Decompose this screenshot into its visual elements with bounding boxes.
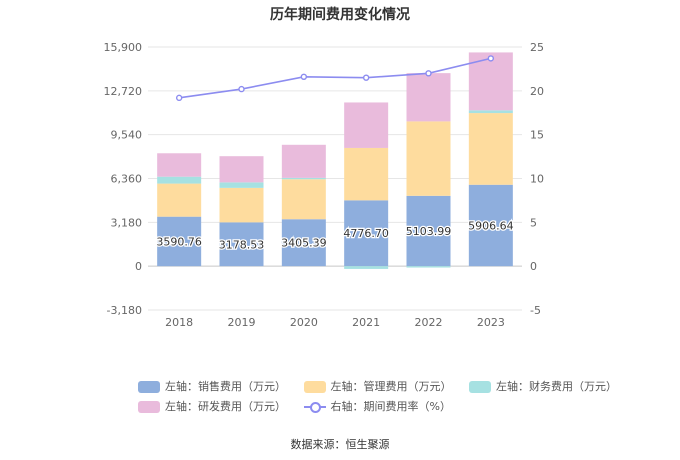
x-axis-tick-label: 2022	[415, 316, 443, 329]
x-axis-tick-label: 2018	[165, 316, 193, 329]
left-axis-tick-label: 0	[135, 260, 142, 273]
bar-segment-3-2018	[157, 153, 202, 177]
bar-data-label: 4776.70	[343, 227, 389, 240]
bar-data-label: 3590.76	[156, 235, 202, 248]
legend-label-finance: 左轴：财务费用（万元）	[496, 380, 617, 393]
x-axis-tick-label: 2021	[352, 316, 380, 329]
legend-swatch-rate	[303, 401, 326, 413]
legend-item-rate[interactable]: 右轴：期间费用率（%）	[303, 398, 451, 414]
legend-item-admin[interactable]: 左轴：管理费用（万元）	[303, 378, 452, 394]
bar-data-label: 5103.99	[406, 225, 452, 238]
legend-swatch-finance	[469, 381, 491, 393]
right-axis-tick-label: 10	[530, 173, 544, 186]
rate-point	[362, 74, 370, 81]
bar-segment-2-2022	[406, 266, 451, 268]
right-axis-tick-label: -5	[530, 304, 541, 317]
rate-point	[175, 94, 183, 102]
x-axis-tick-label: 2020	[290, 316, 318, 329]
legend-item-finance[interactable]: 左轴：财务费用（万元）	[469, 378, 617, 394]
data-source: 数据来源：恒生聚源	[290, 438, 390, 451]
left-axis-tick-label: -3,180	[107, 304, 142, 317]
right-axis-tick-label: 5	[530, 216, 537, 229]
x-axis-tick-label: 2023	[477, 316, 505, 329]
bar-segment-1-2019	[219, 187, 264, 223]
bar-segment-2-2020	[281, 177, 326, 180]
right-axis-tick-label: 20	[530, 85, 544, 98]
bar-segment-0-2021	[344, 200, 389, 267]
rate-point	[300, 73, 308, 81]
bar-segment-0-2019	[219, 222, 264, 267]
bar-segment-3-2019	[219, 156, 264, 183]
legend-swatch-sales	[138, 381, 160, 393]
bar-segment-0-2022	[406, 195, 451, 267]
legend-row-1: 左轴：销售费用（万元） 左轴：管理费用（万元） 左轴：财务费用（万元）	[138, 378, 631, 394]
left-axis-tick-label: 9,540	[111, 129, 143, 142]
right-axis-tick-label: 0	[530, 260, 537, 273]
bar-data-label: 3405.39	[281, 237, 327, 250]
legend-row-2: 左轴：研发费用（万元） 右轴：期间费用率（%）	[138, 398, 465, 414]
legend-swatch-admin	[303, 381, 326, 393]
chart-plot: -3,18003,1806,3609,54012,72015,900-50510…	[104, 41, 545, 329]
bar-segment-2-2019	[219, 182, 264, 188]
bar-segment-0-2023	[468, 184, 513, 267]
legend-label-admin: 左轴：管理费用（万元）	[330, 380, 452, 393]
rate-point	[238, 85, 245, 93]
bar-data-label: 3178.53	[219, 238, 265, 251]
legend-swatch-rnd	[138, 401, 160, 413]
left-axis-tick-label: 12,720	[104, 85, 143, 98]
bar-segment-3-2020	[281, 144, 326, 178]
right-axis-tick-label: 25	[530, 41, 544, 54]
left-axis-tick-label: 15,900	[104, 41, 143, 54]
bar-segment-1-2020	[281, 179, 326, 220]
bar-segment-3-2021	[344, 102, 389, 148]
left-axis-tick-label: 6,360	[111, 173, 143, 186]
rate-point	[487, 55, 495, 62]
legend-item-sales[interactable]: 左轴：销售费用（万元）	[138, 378, 286, 394]
legend-label-rnd: 左轴：研发费用（万元）	[165, 400, 286, 413]
left-axis-tick-label: 3,180	[111, 216, 143, 229]
bar-segment-1-2018	[157, 183, 202, 217]
bar-segment-2-2021	[344, 266, 389, 269]
chart-title: 历年期间费用变化情况	[270, 7, 410, 23]
bar-segment-3-2022	[406, 73, 451, 122]
bar-segment-0-2020	[281, 219, 326, 267]
legend-item-rnd[interactable]: 左轴：研发费用（万元）	[138, 398, 286, 414]
bar-data-label: 5906.64	[468, 219, 514, 232]
rate-point	[425, 70, 432, 77]
right-axis-tick-label: 15	[530, 129, 544, 142]
legend-label-sales: 左轴：销售费用（万元）	[165, 380, 286, 393]
bar-segment-0-2018	[157, 216, 202, 267]
bar-segment-1-2023	[468, 113, 513, 185]
rate-line	[179, 57, 492, 99]
bar-segment-2-2018	[157, 176, 202, 184]
bar-segment-1-2022	[406, 121, 451, 196]
bar-segment-2-2023	[468, 110, 513, 114]
bar-segment-1-2021	[344, 147, 389, 201]
x-axis-tick-label: 2019	[228, 316, 256, 329]
legend-label-rate: 右轴：期间费用率（%）	[330, 400, 451, 413]
